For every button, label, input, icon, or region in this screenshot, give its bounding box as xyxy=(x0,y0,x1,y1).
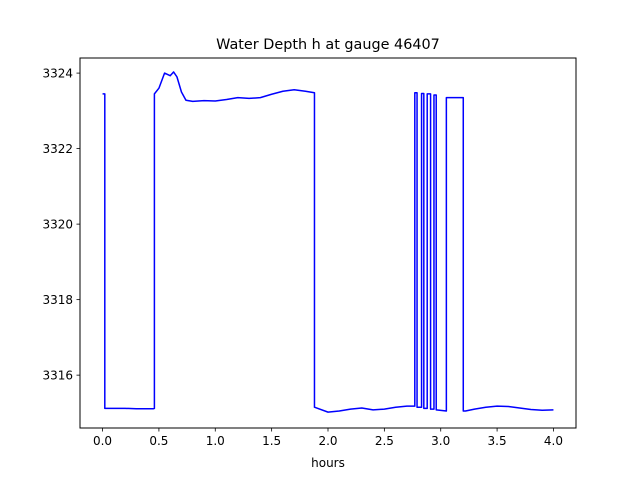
x-axis: 0.0 0.5 1.0 1.5 2.0 2.5 3.0 3.5 4.0 xyxy=(93,428,563,448)
series-line-0 xyxy=(102,71,554,413)
y-tick-label: 3316 xyxy=(42,369,73,383)
x-axis-label: hours xyxy=(311,456,345,470)
x-tick-label: 1.0 xyxy=(206,434,225,448)
x-tick-label: 2.0 xyxy=(318,434,337,448)
x-tick-label: 3.5 xyxy=(488,434,507,448)
x-tick-label: 2.5 xyxy=(375,434,394,448)
x-tick-label: 0.0 xyxy=(93,434,112,448)
y-tick-label: 3322 xyxy=(42,142,73,156)
chart-title: Water Depth h at gauge 46407 xyxy=(216,37,440,53)
x-tick-label: 3.0 xyxy=(431,434,450,448)
y-tick-label: 3320 xyxy=(42,218,73,232)
x-tick-label: 4.0 xyxy=(544,434,563,448)
x-tick-label: 0.5 xyxy=(149,434,168,448)
y-tick-label: 3318 xyxy=(42,293,73,307)
y-tick-label: 3324 xyxy=(42,67,73,81)
plot-area xyxy=(102,71,554,413)
x-tick-label: 1.5 xyxy=(262,434,281,448)
y-axis: 3316 3318 3320 3322 3324 xyxy=(42,67,80,383)
